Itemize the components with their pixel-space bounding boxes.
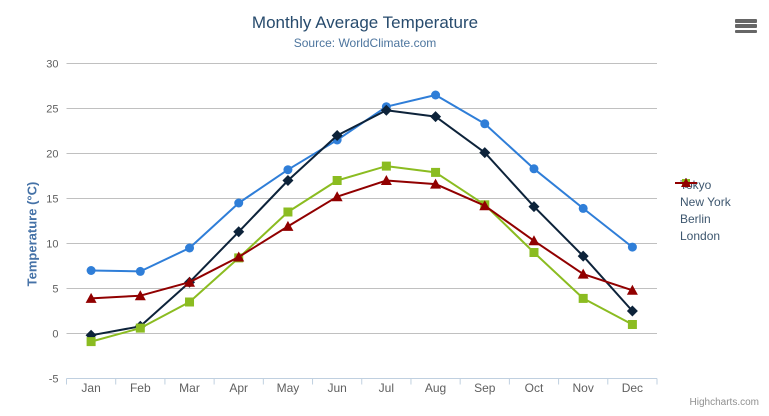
x-axis-label: Aug — [425, 381, 446, 395]
x-axis-label: Feb — [130, 381, 151, 395]
tokyo-point-mar[interactable] — [185, 243, 195, 253]
x-axis-label: May — [277, 381, 300, 395]
triangle-marker-icon — [675, 178, 697, 187]
y-axis-label: 15 — [46, 194, 58, 206]
x-axis-label: Jul — [379, 381, 394, 395]
tokyo-point-aug[interactable] — [431, 90, 441, 100]
london-point-jul[interactable] — [380, 175, 392, 185]
x-axis-label: Mar — [179, 381, 200, 395]
credits-link[interactable]: Highcharts.com — [689, 397, 759, 408]
x-axis-label: Jun — [327, 381, 346, 395]
london-point-aug[interactable] — [430, 178, 442, 189]
legend-item-berlin[interactable]: Berlin — [675, 179, 731, 228]
y-axis-title: Temperature (°C) — [24, 181, 40, 287]
tokyo-point-sep[interactable] — [480, 119, 490, 129]
berlin-point-jan[interactable] — [86, 337, 96, 347]
y-axis-label: 10 — [46, 239, 58, 251]
y-axis-label: 0 — [52, 329, 58, 341]
london-point-dec[interactable] — [626, 284, 638, 295]
berlin-point-aug[interactable] — [431, 167, 441, 177]
hamburger-icon — [735, 24, 757, 28]
tokyo-line — [90, 94, 634, 273]
new-york-point-dec[interactable] — [626, 305, 638, 317]
x-axis-label: Apr — [229, 381, 248, 395]
new-york-point-oct[interactable] — [528, 201, 540, 213]
london-point-sep[interactable] — [479, 200, 491, 211]
london-point-jun[interactable] — [331, 191, 343, 202]
berlin-point-may[interactable] — [283, 207, 293, 217]
london-point-nov[interactable] — [577, 268, 589, 279]
london-point-may[interactable] — [282, 220, 294, 231]
berlin-point-mar[interactable] — [185, 297, 195, 307]
legend-label: New York — [680, 195, 731, 209]
y-axis-label: 25 — [46, 104, 58, 116]
y-axis-label: 5 — [52, 284, 58, 296]
berlin-point-jul[interactable] — [381, 161, 391, 171]
london-point-oct[interactable] — [528, 235, 540, 246]
hamburger-icon — [735, 29, 757, 33]
new-york-point-nov[interactable] — [577, 250, 589, 262]
y-axis-label: 30 — [46, 59, 58, 71]
y-axis-label: -5 — [49, 374, 59, 386]
x-axis-label: Sep — [474, 381, 496, 395]
new-york-point-may[interactable] — [282, 175, 294, 186]
export-menu-button[interactable] — [735, 19, 757, 33]
legend-item-london[interactable]: London — [675, 178, 731, 245]
legend-item-new-york[interactable]: New York — [675, 178, 731, 211]
berlin-point-nov[interactable] — [578, 293, 588, 303]
legend-label: London — [680, 229, 721, 243]
london-point-jan[interactable] — [85, 292, 97, 303]
london-point-mar[interactable] — [184, 276, 196, 287]
chart-title: Monthly Average Temperature — [251, 13, 479, 32]
tokyo-point-feb[interactable] — [135, 266, 145, 276]
y-axis-label: 20 — [46, 149, 58, 161]
legend: Tokyo New York Berlin London — [675, 177, 731, 245]
x-axis-label: Nov — [573, 381, 594, 395]
berlin-point-dec[interactable] — [627, 320, 637, 329]
x-axis-label: Dec — [622, 381, 643, 395]
london-line — [90, 179, 634, 300]
berlin-point-oct[interactable] — [529, 248, 539, 257]
tokyo-point-apr[interactable] — [234, 198, 244, 208]
tokyo-point-may[interactable] — [283, 165, 293, 175]
new-york-point-jun[interactable] — [331, 130, 343, 141]
new-york-line — [90, 109, 634, 337]
triangle-marker-icon — [681, 178, 691, 187]
tokyo-point-nov[interactable] — [578, 203, 588, 213]
london-point-apr[interactable] — [233, 251, 245, 262]
chart-subtitle: Source: WorldClimate.com — [293, 36, 437, 50]
berlin-line — [90, 165, 634, 343]
hamburger-icon — [735, 19, 757, 23]
berlin-point-jun[interactable] — [332, 176, 342, 185]
legend-label: Berlin — [680, 212, 711, 226]
x-axis-label: Jan — [81, 381, 100, 395]
tokyo-point-dec[interactable] — [627, 242, 637, 252]
tokyo-point-jan[interactable] — [86, 266, 96, 275]
berlin-point-feb[interactable] — [135, 323, 145, 333]
new-york-point-jul[interactable] — [380, 104, 392, 116]
new-york-point-sep[interactable] — [479, 147, 491, 159]
tokyo-point-oct[interactable] — [529, 164, 539, 174]
new-york-point-apr[interactable] — [233, 226, 245, 238]
new-york-point-aug[interactable] — [430, 111, 442, 123]
x-axis-label: Oct — [525, 381, 544, 395]
london-point-feb[interactable] — [134, 290, 146, 301]
